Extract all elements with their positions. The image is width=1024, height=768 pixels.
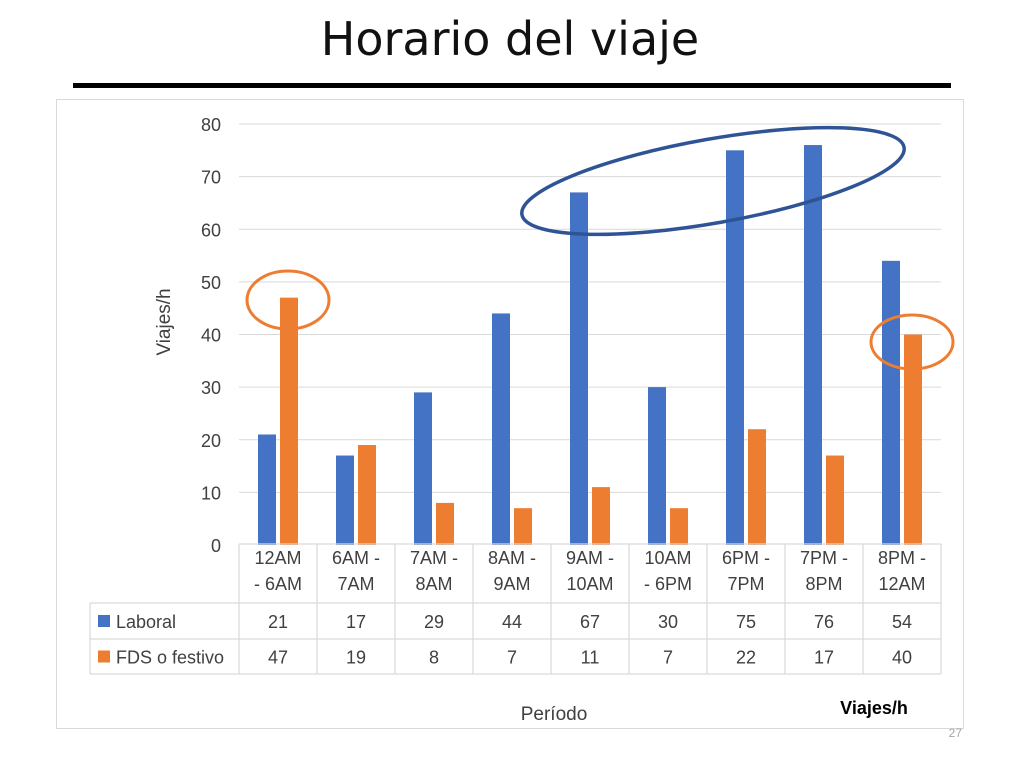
category-label: 7AM <box>337 574 374 594</box>
data-table-value: 54 <box>892 612 912 632</box>
data-table-value: 21 <box>268 612 288 632</box>
legend-key-laboral <box>98 615 110 627</box>
y-tick-label: 40 <box>201 326 221 346</box>
category-label: 12AM <box>878 574 925 594</box>
data-table-value: 44 <box>502 612 522 632</box>
category-label: 7PM - <box>800 548 848 568</box>
bar-laboral <box>336 455 354 545</box>
legend-key-fds <box>98 650 110 663</box>
category-label: 8AM - <box>488 548 536 568</box>
category-label: 9AM <box>493 574 530 594</box>
bar-fds <box>280 297 298 545</box>
slide-number: 27 <box>948 726 962 740</box>
category-label: 9AM - <box>566 548 614 568</box>
bar-laboral <box>414 392 432 545</box>
data-table-value: 30 <box>658 612 678 632</box>
bar-fds <box>904 334 922 545</box>
data-table-value: 47 <box>268 648 288 668</box>
chart-frame: 0 10 20 30 40 50 60 70 80 12AM - 6AM 6AM - 7AM 7AM -… <box>56 99 964 729</box>
category-label: 6PM - <box>722 548 770 568</box>
y-tick-label: 80 <box>201 115 221 135</box>
data-table-value: 75 <box>736 612 756 632</box>
y-tick-label: 20 <box>201 431 221 451</box>
data-table-value: 17 <box>346 612 366 632</box>
category-label: 8PM <box>805 574 842 594</box>
legend-label: FDS o festivo <box>116 648 224 668</box>
bar-laboral <box>726 150 744 545</box>
category-label: 10AM <box>566 574 613 594</box>
data-table-value: 40 <box>892 648 912 668</box>
category-label: 7PM <box>727 574 764 594</box>
category-label: 10AM <box>644 548 691 568</box>
category-label: 12AM <box>254 548 301 568</box>
x-axis-label: Período <box>521 704 588 725</box>
category-label: 8PM - <box>878 548 926 568</box>
units-annotation: Viajes/h <box>840 698 908 718</box>
bar-fds <box>358 445 376 545</box>
highlight-ellipse-blue <box>520 125 906 237</box>
bar-laboral <box>648 387 666 545</box>
y-axis-label: Viajes/h <box>154 288 175 355</box>
data-table-value: 7 <box>663 648 673 668</box>
bar-fds <box>436 502 454 545</box>
bar-fds <box>592 487 610 545</box>
category-label: 7AM - <box>410 548 458 568</box>
data-table: 12AM - 6AM 6AM - 7AM 7AM - 8AM 8AM - 9AM 9AM - 10… <box>89 543 942 675</box>
data-table-value: 11 <box>581 648 600 668</box>
bar-laboral <box>570 192 588 545</box>
highlight-circle-orange <box>245 269 331 331</box>
data-table-value: 76 <box>814 612 834 632</box>
y-tick-label: 30 <box>201 378 221 398</box>
bar-laboral <box>882 260 900 545</box>
y-tick-label: 10 <box>201 483 221 503</box>
data-table-value: 29 <box>424 612 444 632</box>
data-table-value: 67 <box>580 612 600 632</box>
gridlines <box>239 123 941 493</box>
slide-title: Horario del viaje <box>320 12 700 66</box>
bar-fds <box>826 455 844 545</box>
y-tick-label: 0 <box>211 536 221 556</box>
y-tick-label: 50 <box>201 273 221 293</box>
bars <box>258 145 922 546</box>
bar-fds <box>748 429 766 545</box>
y-tick-labels: 0 10 20 30 40 50 60 70 80 <box>201 115 221 556</box>
data-table-value: 19 <box>346 648 366 668</box>
bar-laboral <box>258 434 276 545</box>
highlight-annotations <box>245 125 955 371</box>
category-label: 6AM - <box>332 548 380 568</box>
category-label: - 6PM <box>644 574 692 594</box>
bar-laboral <box>804 145 822 546</box>
data-table-value: 8 <box>429 648 439 668</box>
y-tick-label: 70 <box>201 168 221 188</box>
highlight-circle-orange <box>869 313 955 371</box>
data-table-value: 7 <box>507 648 517 668</box>
bar-fds <box>514 508 532 545</box>
data-table-value: 22 <box>736 648 756 668</box>
bar-laboral <box>492 313 510 545</box>
bar-chart: 0 10 20 30 40 50 60 70 80 12AM - 6AM 6AM - 7AM 7AM -… <box>89 115 955 725</box>
data-table-value: 17 <box>814 648 834 668</box>
legend-label: Laboral <box>116 612 176 632</box>
y-tick-label: 60 <box>201 220 221 240</box>
category-label: 8AM <box>415 574 452 594</box>
title-divider <box>73 83 951 88</box>
bar-fds <box>670 508 688 545</box>
category-label: - 6AM <box>254 574 302 594</box>
